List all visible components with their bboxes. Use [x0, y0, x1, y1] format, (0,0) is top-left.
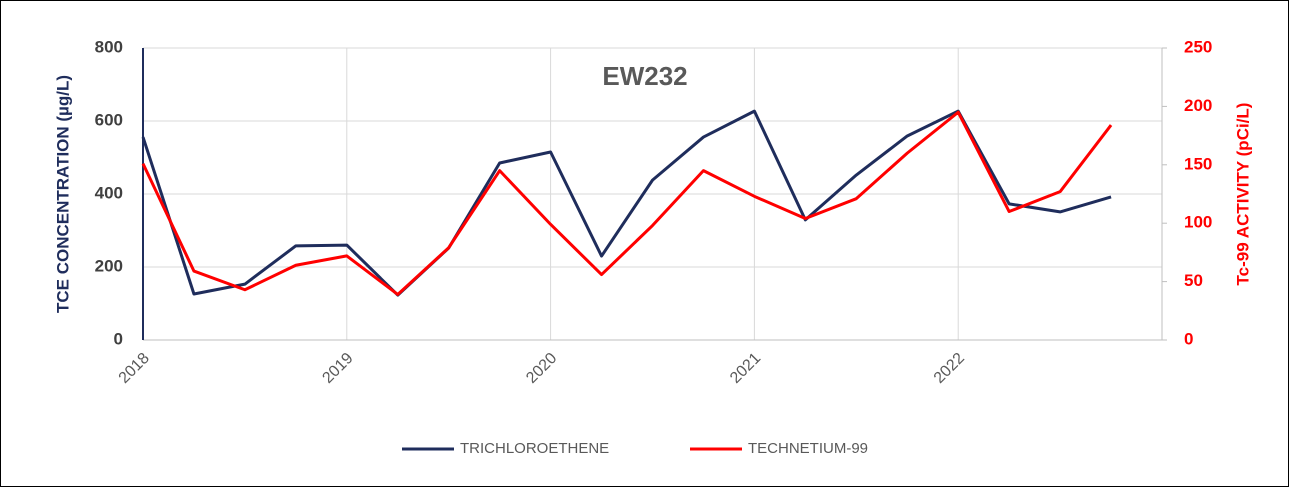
y-tick-label: 400	[95, 183, 123, 202]
y-tick-label: 0	[114, 329, 123, 348]
y-tick-label: 200	[95, 256, 123, 275]
y-tick-label: 800	[95, 37, 123, 56]
series-line	[141, 109, 1112, 297]
y2-tick-label: 200	[1184, 96, 1212, 115]
y2-tick-label: 150	[1184, 154, 1212, 173]
y2-tick-label: 50	[1184, 271, 1203, 290]
y2-tick-label: 0	[1184, 329, 1193, 348]
chart-title: EW232	[602, 61, 687, 91]
legend-label: TRICHLOROETHENE	[460, 440, 609, 457]
y2-tick-label: 100	[1184, 213, 1212, 232]
y-axis-title: TCE CONCENTRATION (µg/L)	[53, 75, 72, 313]
y2-tick-label: 250	[1184, 37, 1212, 56]
y2-axis-title: Tc-99 ACTIVITY (pCi/L)	[1233, 103, 1252, 286]
legend-label: TECHNETIUM-99	[748, 440, 868, 457]
y-tick-label: 600	[95, 110, 123, 129]
series-line	[141, 110, 1113, 296]
